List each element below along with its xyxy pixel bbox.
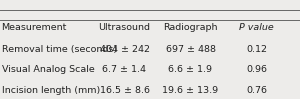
Text: 697 ± 488: 697 ± 488 <box>166 45 215 54</box>
Text: Radiograph: Radiograph <box>163 23 218 32</box>
Text: Removal time (seconds): Removal time (seconds) <box>2 45 117 54</box>
Text: 6.7 ± 1.4: 6.7 ± 1.4 <box>103 65 146 74</box>
Text: 19.6 ± 13.9: 19.6 ± 13.9 <box>162 86 219 95</box>
Text: P value: P value <box>239 23 274 32</box>
Text: Ultrasound: Ultrasound <box>98 23 151 32</box>
Text: 6.6 ± 1.9: 6.6 ± 1.9 <box>169 65 212 74</box>
Text: 0.96: 0.96 <box>246 65 267 74</box>
Text: 16.5 ± 8.6: 16.5 ± 8.6 <box>100 86 149 95</box>
Text: Incision length (mm): Incision length (mm) <box>2 86 100 95</box>
Text: 404 ± 242: 404 ± 242 <box>100 45 149 54</box>
Text: 0.76: 0.76 <box>246 86 267 95</box>
Text: 0.12: 0.12 <box>246 45 267 54</box>
Text: Visual Analog Scale: Visual Analog Scale <box>2 65 94 74</box>
Text: Measurement: Measurement <box>2 23 67 32</box>
